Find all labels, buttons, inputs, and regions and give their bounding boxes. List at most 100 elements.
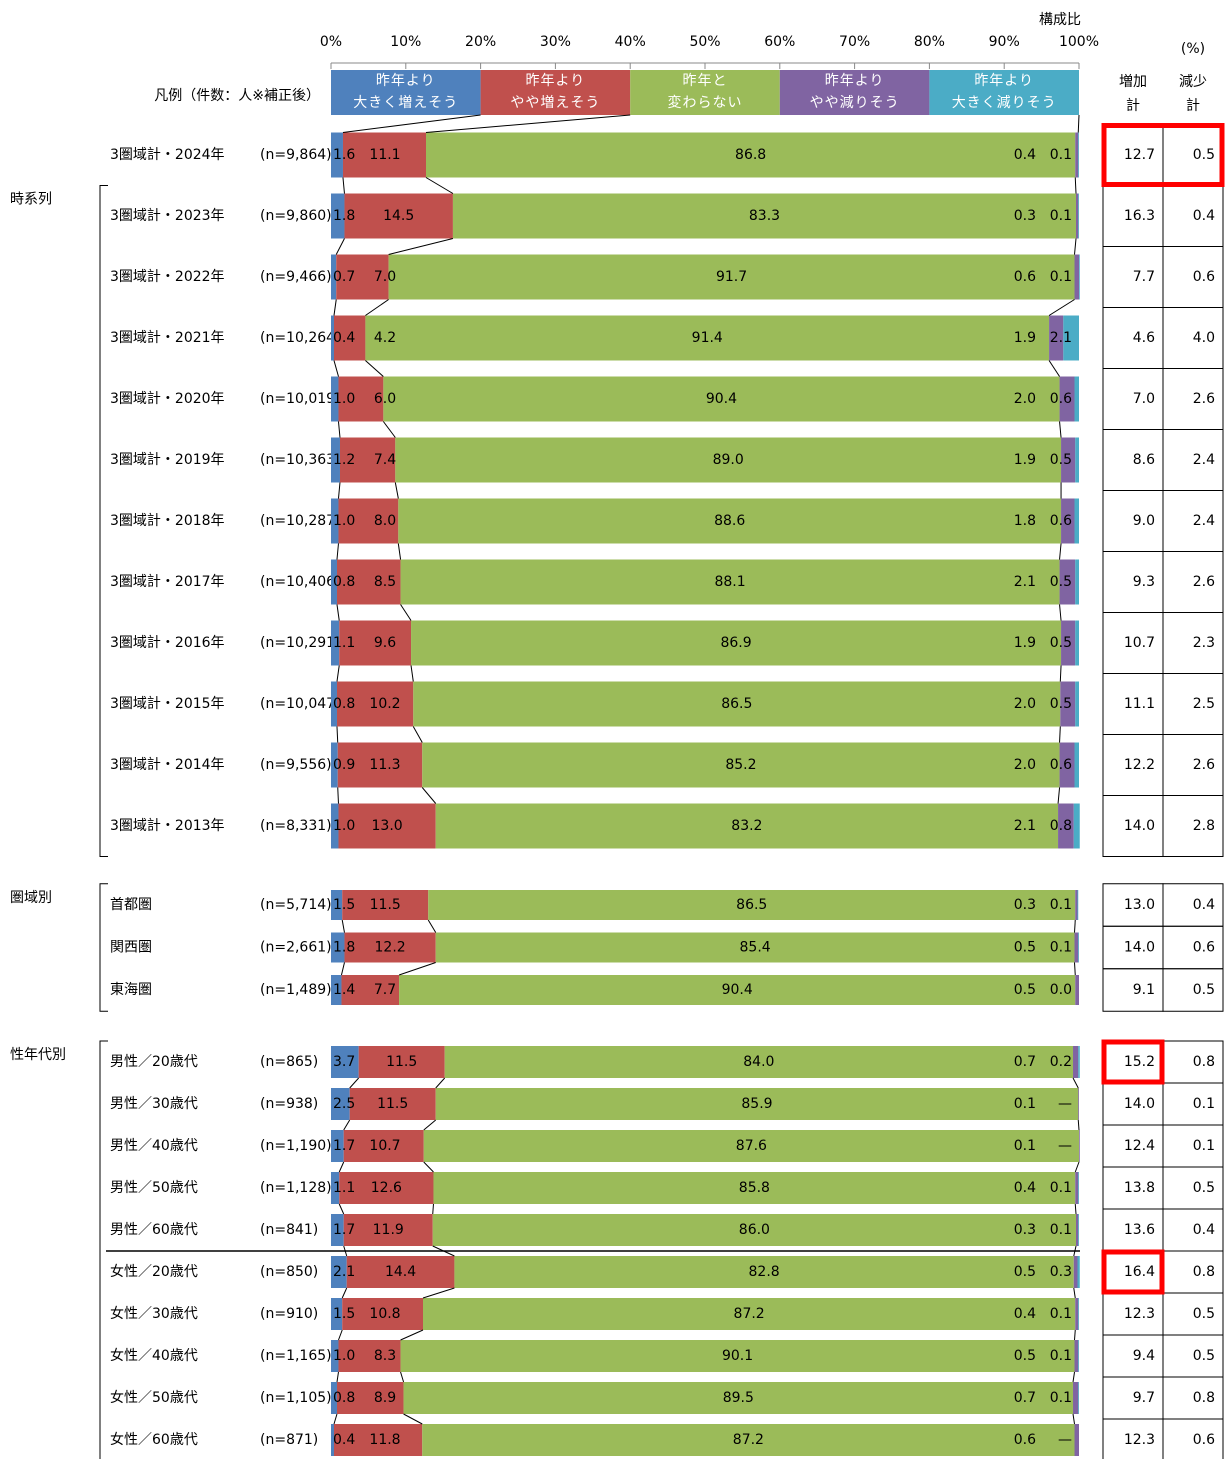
group-bracket (99, 185, 108, 857)
bar-segment (331, 1424, 334, 1456)
connector (1073, 1287, 1076, 1299)
data-label: 1.1 (333, 1180, 355, 1196)
n-label: (n=2,661) (260, 940, 332, 956)
data-label: 0.1 (1050, 1390, 1072, 1406)
n-label: (n=865) (260, 1054, 318, 1070)
bar-segment (1078, 1298, 1079, 1330)
bar-segment (423, 1298, 1076, 1330)
data-label: 0.9 (333, 757, 355, 773)
data-label: 1.5 (333, 897, 355, 913)
bar-segment (1061, 620, 1076, 666)
bar-segment (1074, 1424, 1079, 1456)
bar-segment (338, 803, 436, 849)
bar-segment (428, 890, 1076, 920)
bar-segment (1063, 315, 1079, 361)
data-label: 83.3 (749, 208, 780, 224)
bar-segment (339, 620, 412, 666)
table-cell (1162, 1418, 1224, 1459)
increase-total: 12.3 (1124, 1432, 1155, 1448)
n-label: (n=850) (260, 1264, 318, 1280)
connector (337, 787, 339, 804)
bar-segment (331, 890, 343, 920)
data-label: 0.3 (1014, 1222, 1036, 1238)
connector (336, 543, 339, 560)
bar-segment (1078, 1046, 1080, 1078)
connector (398, 962, 436, 976)
connector (432, 1203, 434, 1215)
data-label: 84.0 (743, 1054, 774, 1070)
bar-segment (331, 315, 334, 361)
connector (400, 604, 412, 621)
bar-segment (1077, 1256, 1080, 1288)
data-label: 1.7 (333, 1138, 355, 1154)
data-label: 1.0 (333, 391, 355, 407)
bar-segment (1060, 681, 1076, 727)
highlight-box (1101, 123, 1225, 187)
group-bracket (99, 883, 108, 1012)
data-label: 0.8 (1050, 818, 1072, 834)
data-label: 83.2 (731, 818, 762, 834)
group-label: 性年代別 (10, 1047, 66, 1063)
legend-swatch (630, 70, 780, 115)
data-label: 10.8 (369, 1306, 400, 1322)
bar-segment (1078, 932, 1079, 963)
data-label: 11.9 (373, 1222, 404, 1238)
data-label: 85.4 (740, 940, 771, 956)
data-label: 0.7 (333, 269, 355, 285)
data-label: 0.1 (1050, 1306, 1072, 1322)
increase-total: 4.6 (1133, 330, 1155, 346)
n-label: (n=9,864) (260, 147, 332, 163)
connector (335, 238, 345, 255)
connector (336, 604, 340, 621)
data-label: 89.0 (713, 452, 744, 468)
connector (400, 1329, 424, 1341)
group-label: 圏域別 (10, 890, 52, 906)
n-label: (n=10,291) (260, 635, 341, 651)
connector (427, 919, 437, 933)
bar-segment (331, 975, 342, 1005)
increase-total: 12.7 (1124, 147, 1155, 163)
connector (410, 665, 414, 682)
increase-total: 13.6 (1124, 1222, 1155, 1238)
bar-segment (331, 742, 338, 788)
n-label: (n=10,264) (260, 330, 341, 346)
connector (341, 919, 345, 933)
bar-segment (331, 1382, 337, 1414)
data-label: 0.7 (1014, 1054, 1036, 1070)
bar-segment (336, 1382, 404, 1414)
bar-segment (1059, 742, 1075, 788)
decrease-total: 0.5 (1193, 1306, 1215, 1322)
connector (1074, 238, 1077, 255)
category-label: 男性／60歳代 (110, 1222, 198, 1238)
bar-segment (403, 1382, 1074, 1414)
bar-segment (343, 1130, 424, 1162)
data-label: 8.3 (374, 1348, 396, 1364)
connector (337, 482, 341, 499)
bar-segment (331, 1172, 340, 1204)
connector (412, 726, 423, 743)
data-label: 0.8 (333, 696, 355, 712)
bar-segment (338, 376, 384, 422)
data-label: 0.4 (333, 1432, 355, 1448)
bar-segment (1074, 254, 1079, 300)
x-tick-label: 20% (465, 34, 496, 50)
unit-label: (%) (1181, 41, 1205, 57)
increase-total: 7.7 (1133, 269, 1155, 285)
table-header: 増加 計 (1119, 74, 1147, 114)
group-label: 時系列 (10, 192, 52, 208)
bar-segment (383, 376, 1060, 422)
decrease-total: 2.5 (1193, 696, 1215, 712)
category-label: 男性／30歳代 (110, 1096, 198, 1112)
n-label: (n=10,406) (260, 574, 341, 590)
connector (388, 238, 454, 255)
decrease-total: 0.8 (1193, 1390, 1215, 1406)
data-label: 2.1 (1014, 574, 1036, 590)
bar-segment (1074, 376, 1079, 422)
connector (422, 1287, 455, 1299)
connector (338, 1329, 343, 1341)
highlight-box (1101, 1249, 1165, 1295)
data-label: 1.9 (1014, 452, 1036, 468)
bar-segment (435, 932, 1075, 963)
connector (432, 1245, 455, 1257)
bar-segment (339, 1172, 434, 1204)
